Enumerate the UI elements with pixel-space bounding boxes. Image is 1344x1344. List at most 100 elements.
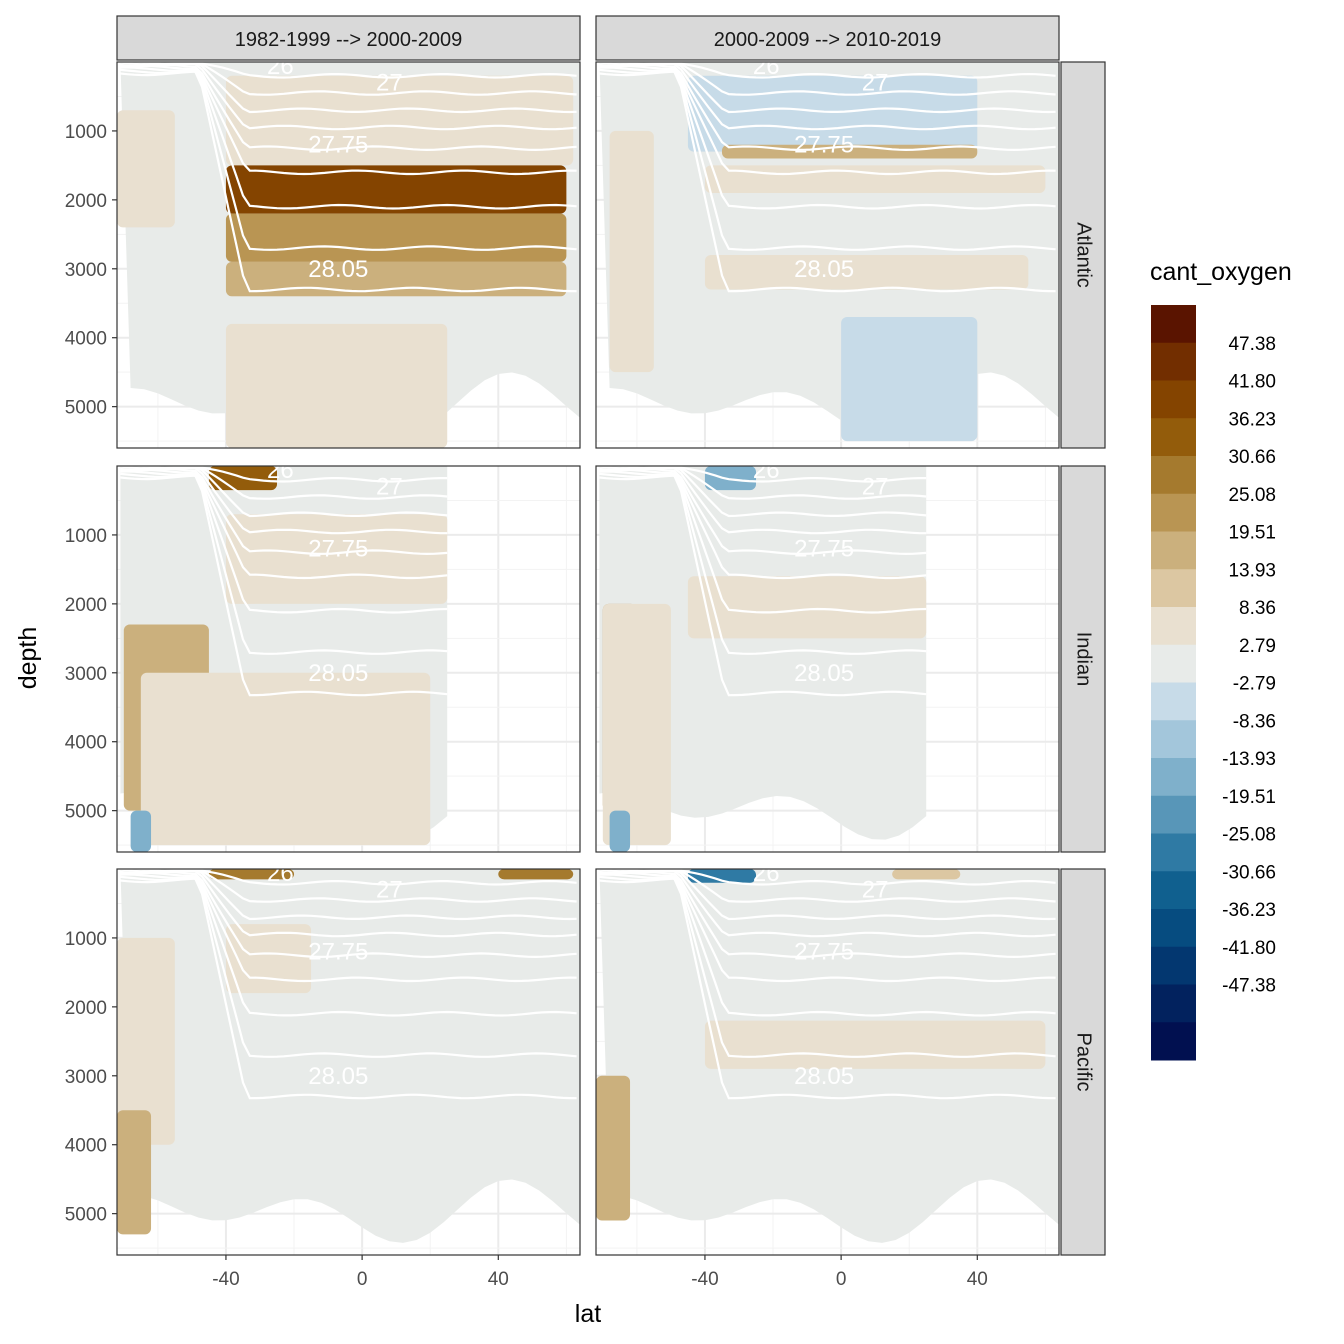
legend-label: -13.93 [1222, 749, 1276, 770]
contour-label: 26 [753, 860, 780, 887]
contour-region [498, 869, 574, 880]
contour-region [704, 255, 1029, 290]
contour-label: 27 [862, 70, 889, 97]
legend-color-box [1151, 795, 1196, 834]
contour-region [687, 576, 927, 639]
y-tick-label: 2000 [65, 998, 107, 1019]
legend-color-box [1151, 833, 1196, 872]
y-tick-label: 5000 [65, 1205, 107, 1226]
y-axis-title: depth [14, 627, 42, 690]
y-tick-label: 4000 [65, 733, 107, 754]
axes: 1000 2000 3000 4000 5000 1000 2000 3000 4000 5000… [14, 122, 988, 1328]
legend-label: 19.51 [1228, 523, 1276, 544]
legend-color-box [1151, 682, 1196, 721]
y-tick-label: 1000 [65, 526, 107, 547]
y-tick-label: 3000 [65, 664, 107, 685]
contour-label: 26 [753, 457, 780, 484]
contour-label: 27.75 [794, 132, 854, 159]
panel-border [116, 868, 581, 1256]
legend-color-box [1151, 946, 1196, 985]
isopycnal-line [120, 470, 448, 614]
contour-label: 27 [376, 877, 403, 904]
legend-label: 25.08 [1228, 485, 1276, 506]
isopycnal-line [599, 868, 1056, 921]
panel-border [595, 465, 1060, 853]
contour-label: 27.75 [794, 939, 854, 966]
facet-strips: 1982-1999 --> 2000-2009 2000-2009 --> 201… [116, 15, 1106, 1256]
x-axis-title: lat [575, 1300, 601, 1328]
contour-label: 27.75 [308, 132, 368, 159]
contour-region [841, 317, 978, 442]
facet-strip-row [1060, 61, 1106, 449]
facet-strip-column-label: 1982-1999 --> 2000-2009 [235, 29, 462, 51]
legend-label: 41.80 [1228, 372, 1276, 393]
contour-region [225, 213, 567, 262]
facet-strip-column-label: 2000-2009 --> 2010-2019 [714, 29, 941, 51]
isopycnal-line [599, 62, 1056, 131]
isopycnal-line [120, 468, 448, 580]
isopycnal-line [599, 870, 1056, 959]
contour-region [721, 144, 978, 159]
contour-label: 28.05 [308, 1063, 368, 1090]
facet-strip-row [1060, 868, 1106, 1256]
facet-strip-row-label: Indian [1073, 632, 1095, 687]
legend-color-box [1151, 871, 1196, 910]
contour-label: 27 [862, 877, 889, 904]
contour-region [117, 937, 175, 1145]
contour-label: 27.75 [308, 536, 368, 563]
legend-color-box [1151, 720, 1196, 759]
legend-label: 47.38 [1228, 334, 1276, 355]
contour-label: 28.05 [794, 1063, 854, 1090]
contour-region [225, 165, 567, 214]
y-tick-label: 1000 [65, 929, 107, 950]
panel-indian-0: 26 27 27.75 28.05 [116, 457, 581, 853]
contour-label: 28.05 [794, 660, 854, 687]
contour-region [225, 323, 448, 448]
x-tick-label: 40 [967, 1269, 988, 1290]
contour-label: 27 [862, 474, 889, 501]
legend-color-box [1151, 909, 1196, 948]
legend-label: 13.93 [1228, 560, 1276, 581]
isopycnal-line [599, 61, 1056, 114]
legend-color-box [1151, 984, 1196, 1023]
legend-color-box [1151, 418, 1196, 457]
contour-region [130, 810, 152, 852]
y-tick-label: 2000 [65, 191, 107, 212]
isopycnal-line [120, 63, 577, 152]
legend-color-box [1151, 456, 1196, 495]
legend-label: -25.08 [1222, 825, 1276, 846]
contour-label: 27 [376, 70, 403, 97]
panel-pacific-1: 26 27 27.75 28.05 [595, 860, 1060, 1256]
legend-color-box [1151, 342, 1196, 381]
y-tick-label: 5000 [65, 398, 107, 419]
legend-label: -19.51 [1222, 787, 1276, 808]
contour-region [704, 165, 1046, 193]
contour-label: 27.75 [308, 939, 368, 966]
contour-label: 26 [267, 457, 294, 484]
contour-label: 28.05 [308, 660, 368, 687]
legend-color-box [1151, 607, 1196, 646]
legend-label: -36.23 [1222, 900, 1276, 921]
panel-border [595, 868, 1060, 1256]
legend-color-box [1151, 1022, 1196, 1061]
isopycnal-line [120, 467, 448, 556]
facet-strip-row-label: Pacific [1073, 1033, 1095, 1092]
y-tick-label: 3000 [65, 260, 107, 281]
legend-label: -41.80 [1222, 938, 1276, 959]
isopycnal-line [120, 870, 577, 959]
isopycnal-line [120, 868, 577, 921]
isopycnal-line [599, 877, 1056, 1100]
contour-region [704, 466, 757, 491]
contour-region [596, 1075, 631, 1221]
isopycnal-line [120, 869, 577, 938]
isopycnal-line [599, 869, 1056, 938]
facet-strip-column [595, 15, 1060, 61]
y-tick-label: 1000 [65, 122, 107, 143]
y-tick-label: 4000 [65, 1136, 107, 1157]
contour-label: 27 [376, 474, 403, 501]
isopycnal-line [599, 466, 927, 535]
legend-label: -8.36 [1233, 711, 1276, 732]
contour-label: 26 [267, 860, 294, 887]
isopycnal-line [120, 877, 577, 1100]
